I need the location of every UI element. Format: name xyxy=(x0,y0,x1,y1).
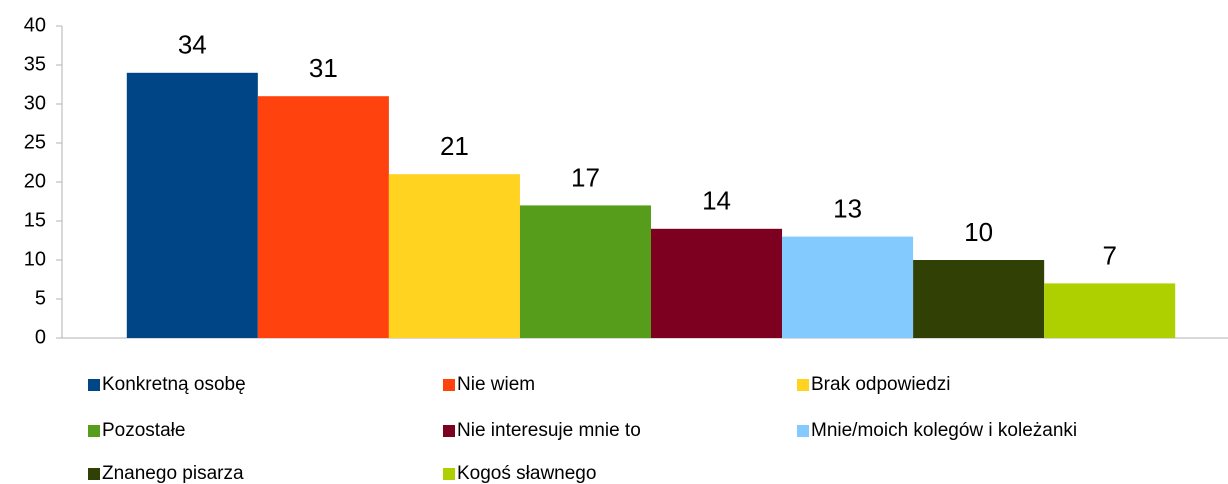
y-tick-label: 10 xyxy=(24,248,46,270)
bar xyxy=(519,205,651,338)
legend-label: Brak odpowiedzi xyxy=(811,374,950,395)
value-label: 21 xyxy=(440,131,469,161)
bar xyxy=(651,228,783,338)
legend-label: Nie interesuje mnie to xyxy=(457,420,641,441)
legend-label: Znanego pisarza xyxy=(102,463,244,484)
y-tick-label: 30 xyxy=(24,92,46,114)
y-tick-label: 35 xyxy=(24,53,46,75)
legend-swatch xyxy=(797,379,809,391)
legend-swatch xyxy=(443,425,455,437)
value-label: 10 xyxy=(964,217,993,247)
legend-label: Nie wiem xyxy=(457,374,535,395)
bar xyxy=(388,174,520,338)
value-label: 31 xyxy=(309,53,338,83)
bar xyxy=(257,96,389,338)
value-label: 14 xyxy=(702,186,731,216)
legend-swatch xyxy=(88,379,100,391)
legend-swatch xyxy=(797,425,809,437)
y-tick-label: 40 xyxy=(24,14,46,36)
legend-label: Pozostałe xyxy=(102,420,185,441)
value-label: 34 xyxy=(178,30,207,60)
value-label: 17 xyxy=(571,162,600,192)
bar xyxy=(913,260,1045,338)
legend-label: Konkretną osobę xyxy=(102,374,246,395)
y-tick-label: 0 xyxy=(35,326,46,348)
legend-swatch xyxy=(443,468,455,480)
y-tick-label: 20 xyxy=(24,170,46,192)
value-label: 13 xyxy=(833,193,862,223)
bar xyxy=(1044,283,1176,338)
bar xyxy=(782,236,914,338)
legend-swatch xyxy=(88,425,100,437)
y-tick-label: 15 xyxy=(24,209,46,231)
value-label: 7 xyxy=(1102,240,1116,270)
y-tick-label: 25 xyxy=(24,131,46,153)
legend-label: Kogoś sławnego xyxy=(457,463,596,484)
legend-label: Mnie/moich kolegów i koleżanki xyxy=(811,420,1077,441)
bar xyxy=(126,72,258,339)
y-tick-label: 5 xyxy=(35,287,46,309)
legend-swatch xyxy=(88,468,100,480)
legend-swatch xyxy=(443,379,455,391)
